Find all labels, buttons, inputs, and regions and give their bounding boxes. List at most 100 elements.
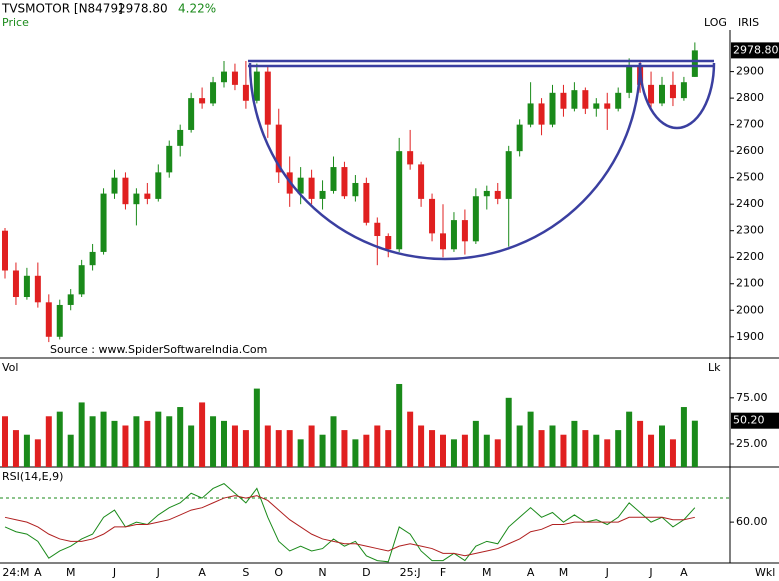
volume-bar xyxy=(56,411,63,467)
candle-body xyxy=(242,84,249,101)
volume-bar xyxy=(177,407,184,467)
volume-bar xyxy=(166,416,173,467)
candle-body xyxy=(505,151,512,199)
volume-bar xyxy=(494,439,501,467)
candle-body xyxy=(34,275,41,303)
candle-body xyxy=(582,90,589,109)
volume-bar xyxy=(308,425,315,467)
y-tick-label: 2900 xyxy=(736,65,764,78)
candle-body xyxy=(494,190,501,199)
candle-body xyxy=(100,193,107,252)
volume-bar xyxy=(199,402,206,467)
y-tick-label: 2700 xyxy=(736,118,764,131)
candle-body xyxy=(111,177,118,194)
volume-bar xyxy=(297,439,304,467)
volume-bar xyxy=(549,425,556,467)
volume-bar xyxy=(407,411,414,467)
volume-bar xyxy=(352,439,359,467)
candle-body xyxy=(549,92,556,125)
cup-handle-pattern xyxy=(248,59,716,261)
candle-body xyxy=(593,103,600,109)
volume-bar xyxy=(571,420,578,467)
candle-body xyxy=(23,275,30,298)
candle-body xyxy=(461,220,468,242)
volume-bar xyxy=(144,420,151,467)
volume-bar xyxy=(418,425,425,467)
volume-bar xyxy=(680,407,687,467)
candle-body xyxy=(210,82,217,104)
volume-bar xyxy=(582,430,589,467)
volume-bar xyxy=(45,416,52,467)
volume-bar xyxy=(275,430,282,467)
volume-bar xyxy=(560,434,567,467)
cup xyxy=(248,62,642,261)
x-tick-label: M xyxy=(482,566,492,579)
candle-body xyxy=(155,172,162,199)
candle-body xyxy=(669,84,676,99)
volume-bar xyxy=(527,411,534,467)
volume-bar xyxy=(122,425,129,467)
candle-body xyxy=(188,98,195,130)
volume-bar xyxy=(461,434,468,467)
volume-bar xyxy=(34,439,41,467)
candle-body xyxy=(253,71,260,101)
volume-bar xyxy=(648,434,655,467)
candle-body xyxy=(626,66,633,93)
x-tick-label: A xyxy=(680,566,688,579)
vol-unit: Lk xyxy=(708,361,721,374)
candle-body xyxy=(89,251,96,266)
candle-body xyxy=(418,164,425,199)
x-tick-label: J xyxy=(112,566,116,579)
last-volume: 50.20 xyxy=(733,414,765,427)
volume-bar xyxy=(188,425,195,467)
y-tick-label: 2400 xyxy=(736,197,764,210)
volume-bar xyxy=(319,434,326,467)
volume-bar xyxy=(593,434,600,467)
volume-bar xyxy=(669,439,676,467)
y-tick-label: 2100 xyxy=(736,277,764,290)
change: 4.22% xyxy=(178,2,216,16)
candle-body xyxy=(341,167,348,197)
candle-body xyxy=(56,304,63,337)
candle-body xyxy=(385,236,392,250)
candle-body xyxy=(133,193,140,205)
candle-body xyxy=(615,92,622,109)
volume-bar xyxy=(505,397,512,467)
candle-body xyxy=(691,50,698,77)
volume-bar xyxy=(615,430,622,467)
volume-bar xyxy=(89,416,96,467)
log-toggle[interactable]: LOG xyxy=(704,16,727,29)
last-volume-box xyxy=(731,412,779,429)
y-tick-label: 1900 xyxy=(736,330,764,343)
volume-bar xyxy=(659,425,665,467)
candle-body xyxy=(516,124,523,152)
volume-bar xyxy=(450,439,457,467)
x-tick-label: 25:J xyxy=(400,566,421,579)
x-tick-label: M xyxy=(559,566,569,579)
candle-body xyxy=(12,270,19,298)
volume-bar xyxy=(231,425,238,467)
iris-label: IRIS xyxy=(738,16,759,29)
price: 2978.80 xyxy=(118,2,168,16)
x-tick-label: F xyxy=(440,566,446,579)
x-tick-label: A xyxy=(34,566,42,579)
volume-bar xyxy=(374,425,381,467)
volume-bar xyxy=(385,430,392,467)
volume-bar xyxy=(516,425,523,467)
candle-body xyxy=(472,196,479,242)
candle-body xyxy=(560,92,567,109)
volume-bar xyxy=(286,430,293,467)
x-tick-label: A xyxy=(198,566,206,579)
volume-bar xyxy=(23,434,30,467)
volume-bar xyxy=(12,430,19,467)
candle-body xyxy=(144,193,151,199)
volume-bar xyxy=(483,434,490,467)
volume-bar xyxy=(440,434,446,467)
volume-bar xyxy=(67,434,74,467)
candle-body xyxy=(407,151,414,165)
candle-body xyxy=(275,124,282,173)
candle-body xyxy=(78,265,85,295)
candle-body xyxy=(450,220,457,250)
vol-label: Vol xyxy=(2,361,18,374)
x-tick-label: J xyxy=(648,566,652,579)
